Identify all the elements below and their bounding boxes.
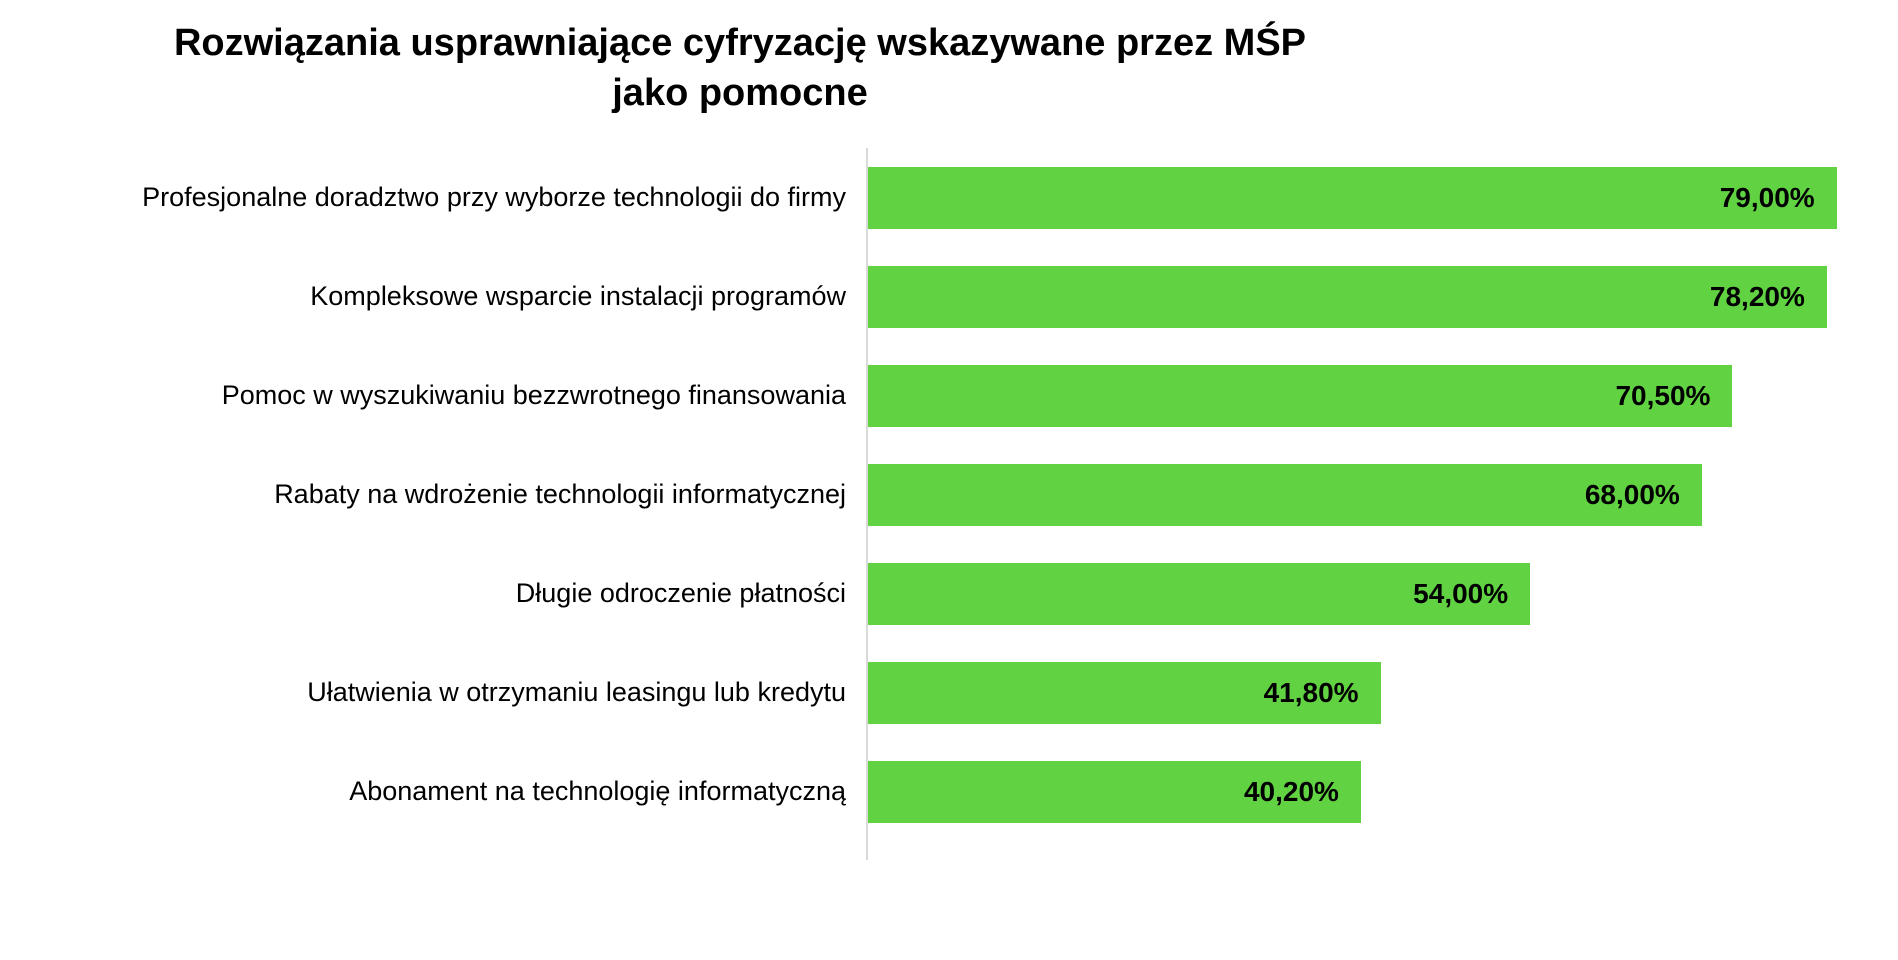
value-label: 70,50%: [1615, 379, 1711, 411]
bar-row: Kompleksowe wsparcie instalacji programó…: [0, 247, 1898, 346]
bar-row: Abonament na technologię informatyczną 40…: [0, 742, 1898, 841]
category-label: Kompleksowe wsparcie instalacji programó…: [310, 281, 846, 311]
bar-track: 41,80%: [866, 643, 1898, 742]
value-label: 41,80%: [1263, 676, 1359, 708]
value-label: 79,00%: [1719, 181, 1815, 213]
bar-track: 70,50%: [866, 346, 1898, 445]
bar-track: 68,00%: [866, 445, 1898, 544]
bar-row: Rabaty na wdrożenie technologii informat…: [0, 445, 1898, 544]
value-label: 68,00%: [1584, 478, 1680, 510]
bar[interactable]: 78,20%: [868, 265, 1827, 328]
bar-track: 40,20%: [866, 742, 1898, 841]
category-label: Profesjonalne doradztwo przy wyborze tec…: [142, 182, 846, 212]
bar-row: Długie odroczenie płatności 54,00%: [0, 544, 1898, 643]
bar[interactable]: 40,20%: [868, 760, 1361, 823]
bar[interactable]: 70,50%: [868, 364, 1733, 427]
bar-row: Ułatwienia w otrzymaniu leasingu lub kre…: [0, 643, 1898, 742]
bar-row: Profesjonalne doradztwo przy wyborze tec…: [0, 148, 1898, 247]
category-label: Ułatwienia w otrzymaniu leasingu lub kre…: [307, 677, 846, 707]
bar-row: Pomoc w wyszukiwaniu bezzwrotnego finans…: [0, 346, 1898, 445]
bar-track: 78,20%: [866, 247, 1898, 346]
category-label: Rabaty na wdrożenie technologii informat…: [274, 479, 846, 509]
plot-area: Profesjonalne doradztwo przy wyborze tec…: [0, 148, 1898, 841]
bar-track: 79,00%: [866, 148, 1898, 247]
bar[interactable]: 68,00%: [868, 463, 1702, 526]
value-label: 40,20%: [1243, 775, 1339, 807]
bar-track: 54,00%: [866, 544, 1898, 643]
bar[interactable]: 41,80%: [868, 661, 1381, 724]
bar[interactable]: 79,00%: [868, 166, 1837, 229]
category-label: Pomoc w wyszukiwaniu bezzwrotnego finans…: [221, 380, 846, 410]
category-label: Długie odroczenie płatności: [515, 578, 846, 608]
value-label: 54,00%: [1413, 577, 1509, 609]
value-label: 78,20%: [1709, 280, 1805, 312]
y-axis-line: [866, 148, 868, 860]
bar[interactable]: 54,00%: [868, 562, 1531, 625]
category-label: Abonament na technologię informatyczną: [349, 776, 846, 806]
chart-title: Rozwiązania usprawniające cyfryzację wsk…: [173, 22, 1307, 115]
